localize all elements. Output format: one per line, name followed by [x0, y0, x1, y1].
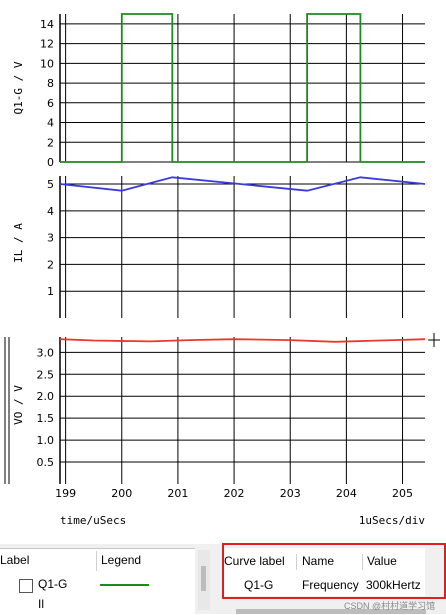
column-separator — [96, 551, 97, 571]
legend-row-label: Il — [38, 597, 44, 611]
y-tick-label: 0.5 — [37, 456, 55, 469]
info-horizontal-scrollbar-thumb[interactable] — [236, 609, 426, 614]
series-line-il — [59, 176, 426, 192]
y-axis-label: VO / V — [12, 385, 25, 425]
legend-table: Label Legend Q1-G Il — [0, 548, 195, 615]
y-tick-label: 4 — [47, 117, 54, 130]
curve-visibility-checkbox[interactable] — [19, 579, 33, 593]
series-line-q1-g — [60, 13, 425, 163]
panel-1: 0 2 4 6 8 10 12 14 Q1-G / V — [12, 13, 425, 169]
legend-color-swatch — [100, 584, 149, 586]
panel-3: 0.5 1.0 1.5 2.0 2.5 3.0 VO / V — [12, 337, 426, 484]
legend-row-label: Q1-G — [38, 577, 68, 591]
y-tick-label: 3.0 — [37, 346, 55, 359]
y-tick-label: 2.0 — [37, 390, 55, 403]
x-tick-label: 205 — [392, 487, 413, 500]
y-tick-label: 8 — [47, 77, 54, 90]
y-tick-label: 0 — [47, 156, 54, 169]
y-axis-label: IL / A — [12, 223, 25, 263]
y-tick-label: 3 — [47, 232, 54, 245]
info-cell-value: 300kHertz — [366, 578, 421, 592]
y-tick-label: 1.0 — [37, 434, 55, 447]
x-tick-label: 202 — [224, 487, 245, 500]
info-header-value: Value — [367, 554, 397, 568]
info-cell-curve-label: Q1-G — [244, 578, 274, 592]
y-tick-label: 2 — [47, 136, 54, 149]
y-tick-label: 2.5 — [37, 368, 55, 381]
column-separator — [362, 554, 363, 570]
x-tick-label: 201 — [167, 487, 188, 500]
x-tick-label: 204 — [336, 487, 357, 500]
x-axis-label: time/uSecs — [60, 514, 126, 527]
y-tick-label: 6 — [47, 97, 54, 110]
info-header-curve-label: Curve label — [224, 554, 285, 568]
highlight-annotation-box — [222, 543, 446, 599]
legend-col-label-header: Label — [0, 553, 30, 567]
panel-2: 1 2 3 4 5 IL / A — [12, 176, 426, 318]
x-tick-label: 203 — [280, 487, 301, 500]
legend-vertical-scrollbar-thumb[interactable] — [201, 566, 206, 591]
y-axis-label: Q1-G / V — [12, 61, 25, 114]
y-tick-label: 14 — [40, 18, 54, 31]
y-tick-label: 1 — [47, 285, 54, 298]
info-cell-name: Frequency — [302, 578, 359, 592]
y-tick-label: 12 — [40, 38, 54, 51]
y-tick-label: 4 — [47, 205, 54, 218]
y-tick-label: 5 — [47, 178, 54, 191]
y-tick-label: 10 — [40, 57, 54, 70]
y-tick-label: 1.5 — [37, 412, 55, 425]
x-tick-label: 200 — [111, 487, 132, 500]
y-tick-label: 2 — [47, 258, 54, 271]
curve-info-table: Curve label Name Value Q1-G Frequency 30… — [222, 548, 425, 596]
series-line-vo — [59, 338, 426, 343]
watermark-text: CSDN @村村道学习馆 — [344, 601, 436, 611]
x-tick-label: 199 — [55, 487, 76, 500]
time-scale-label: 1uSecs/div — [359, 514, 426, 527]
column-separator — [296, 554, 297, 570]
info-header-name: Name — [302, 554, 335, 568]
legend-col-legend-header: Legend — [101, 553, 142, 567]
